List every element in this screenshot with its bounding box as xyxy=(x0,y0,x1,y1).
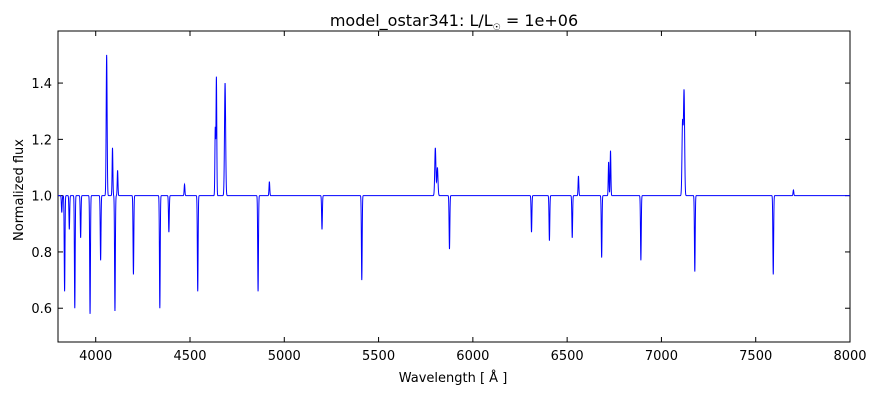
x-axis-label: Wavelength [ Å ] xyxy=(399,370,508,386)
y-tick-label: 1.4 xyxy=(31,77,52,92)
x-tick-label: 6000 xyxy=(456,349,489,364)
chart-title: model_ostar341: L/L☉ = 1e+06 xyxy=(330,11,578,33)
x-tick-label: 7000 xyxy=(645,349,678,364)
y-tick-label: 1.2 xyxy=(31,133,52,148)
chart-title-suffix: = 1e+06 xyxy=(501,11,578,30)
chart-title-main: model_ostar341: L/L xyxy=(330,11,493,31)
x-tick-label: 5500 xyxy=(362,349,395,364)
x-tick-label: 7500 xyxy=(739,349,772,364)
y-axis-label: Normalized flux xyxy=(12,139,27,241)
y-tick-label: 1.0 xyxy=(31,190,52,205)
y-tick-label: 0.6 xyxy=(31,302,52,317)
x-tick-label: 4500 xyxy=(173,349,206,364)
x-tick-label: 5000 xyxy=(268,349,301,364)
chart-title-subscript: ☉ xyxy=(493,23,501,33)
x-tick-label: 8000 xyxy=(833,349,866,364)
plot-frame xyxy=(58,31,850,342)
y-tick-label: 0.8 xyxy=(31,246,52,261)
x-tick-label: 6500 xyxy=(551,349,584,364)
x-tick-label: 4000 xyxy=(79,349,112,364)
